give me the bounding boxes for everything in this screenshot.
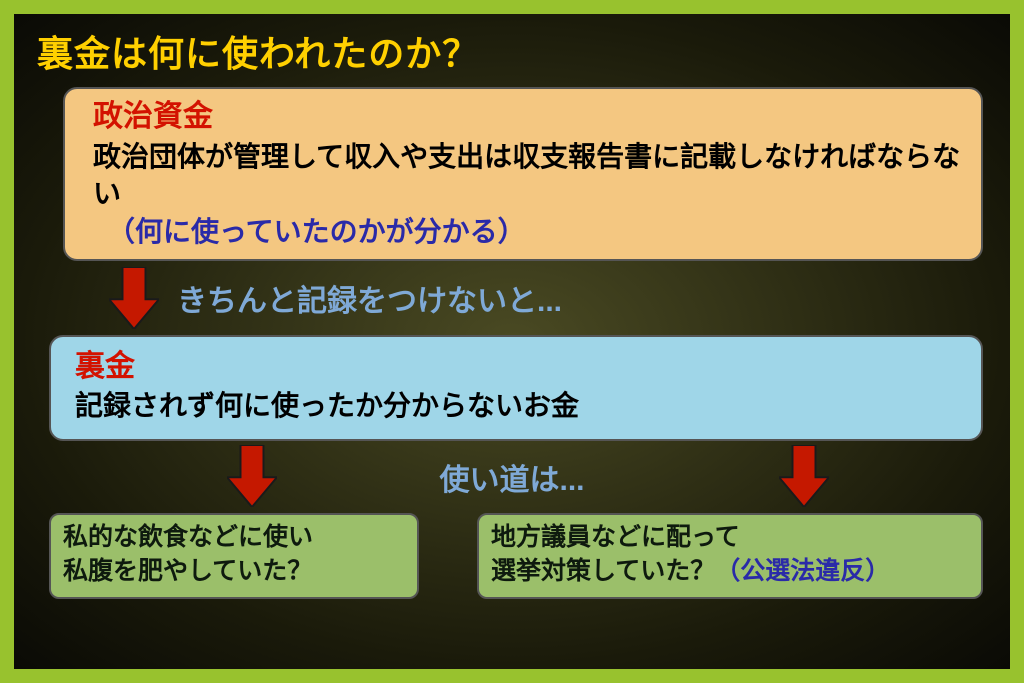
connector-text-2: 使い道は...: [439, 455, 584, 499]
slush-fund-box: 裏金 記録されず何に使ったか分からないお金: [49, 335, 983, 441]
slush-fund-header: 裏金: [75, 347, 971, 388]
outcome-personal-line1: 私的な飲食などに使い: [63, 521, 405, 555]
outcome-personal-box: 私的な飲食などに使い 私腹を肥やしていた？: [49, 513, 419, 599]
slide-frame: 裏金は何に使われたのか？ 政治資金 政治団体が管理して収入や支出は収支報告書に記…: [0, 0, 1024, 683]
violation-note: （公選法違反）: [715, 557, 890, 585]
connector-row-1: きちんと記録をつけないと...: [37, 261, 987, 335]
outcomes-row: 私的な飲食などに使い 私腹を肥やしていた？ 地方議員などに配って 選挙対策してい…: [37, 513, 987, 599]
slide-title: 裏金は何に使われたのか？: [37, 25, 987, 77]
outcome-election-line2: 選挙対策していた？（公選法違反）: [491, 555, 969, 589]
political-funds-box: 政治資金 政治団体が管理して収入や支出は収支報告書に記載しなければならない （何…: [63, 87, 983, 261]
outcome-election-box: 地方議員などに配って 選挙対策していた？（公選法違反）: [477, 513, 983, 599]
political-funds-body: 政治団体が管理して収入や支出は収支報告書に記載しなければならない: [93, 138, 971, 214]
connector-text-1: きちんと記録をつけないと...: [177, 276, 562, 320]
political-funds-note: （何に使っていたのかが分かる）: [93, 213, 971, 251]
down-arrow-icon: [779, 445, 829, 507]
outcome-election-line2a: 選挙対策していた？: [491, 557, 715, 585]
down-arrow-icon: [109, 267, 159, 329]
slide-inner: 裏金は何に使われたのか？ 政治資金 政治団体が管理して収入や支出は収支報告書に記…: [17, 17, 1007, 666]
connector-row-2: 使い道は...: [37, 441, 987, 513]
political-funds-header: 政治資金: [93, 97, 971, 138]
slush-fund-body: 記録されず何に使ったか分からないお金: [75, 387, 971, 425]
outcome-election-line1: 地方議員などに配って: [491, 521, 969, 555]
outcome-personal-line2: 私腹を肥やしていた？: [63, 555, 405, 589]
down-arrow-icon: [227, 445, 277, 507]
